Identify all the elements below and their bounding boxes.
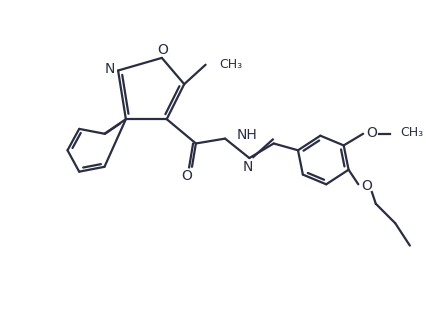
Text: O: O: [157, 43, 168, 57]
Text: O: O: [366, 126, 377, 140]
Text: CH₃: CH₃: [219, 58, 242, 71]
Text: N: N: [105, 61, 115, 76]
Text: CH₃: CH₃: [399, 126, 422, 139]
Text: O: O: [181, 169, 192, 182]
Text: O: O: [361, 179, 371, 193]
Text: N: N: [242, 160, 252, 174]
Text: NH: NH: [236, 128, 257, 142]
